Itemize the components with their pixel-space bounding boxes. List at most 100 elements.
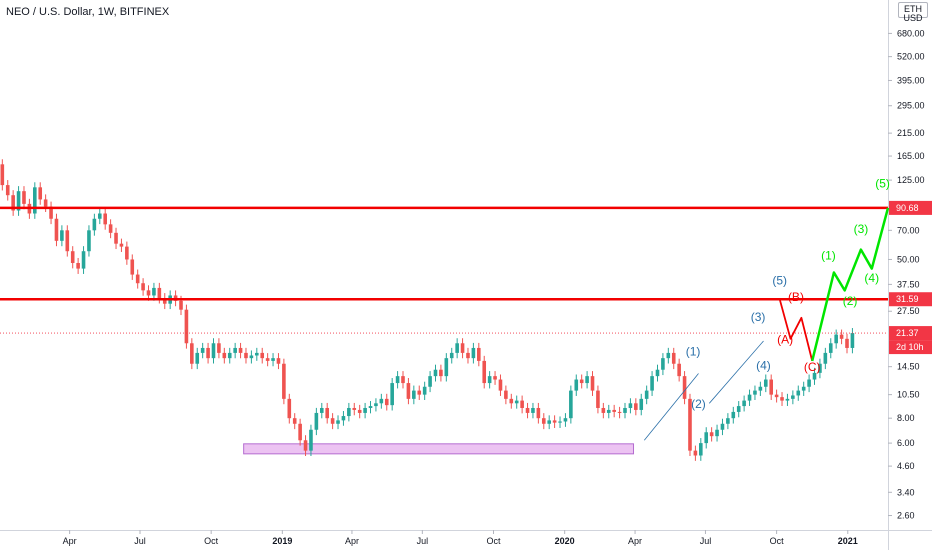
candle-body bbox=[487, 376, 492, 384]
wave-label-green: (1) bbox=[821, 248, 836, 262]
candle-body bbox=[374, 403, 378, 407]
y-tick-label: 14.50 bbox=[897, 362, 920, 372]
candle-body bbox=[211, 343, 216, 359]
x-tick-label: 2019 bbox=[272, 536, 292, 546]
candle-body bbox=[108, 224, 113, 233]
candle-body bbox=[731, 411, 736, 419]
candle-body bbox=[444, 358, 449, 377]
x-tick-label: Apr bbox=[628, 536, 642, 546]
x-tick-label: Jul bbox=[700, 536, 712, 546]
candle-body bbox=[412, 390, 416, 399]
wave-label-blue: (2) bbox=[691, 397, 706, 411]
candle-body bbox=[541, 418, 546, 424]
candle-body bbox=[103, 213, 107, 225]
candle-body bbox=[16, 191, 21, 211]
x-tick-label: 2021 bbox=[838, 536, 858, 546]
candle-body bbox=[769, 379, 773, 395]
y-tick-label: 10.50 bbox=[897, 390, 920, 400]
wave-label-blue: (5) bbox=[772, 273, 787, 287]
candle-body bbox=[531, 407, 535, 413]
candle-body bbox=[433, 369, 438, 377]
candle-body bbox=[390, 383, 394, 406]
candle-body bbox=[255, 352, 259, 356]
candle-body bbox=[471, 347, 476, 359]
currency-line-2: USD bbox=[903, 13, 923, 23]
y-tick-label: 125.00 bbox=[897, 175, 925, 185]
y-tick-label: 165.00 bbox=[897, 151, 925, 161]
currency-selector[interactable]: ETH USD bbox=[898, 2, 928, 23]
candle-body bbox=[233, 347, 237, 353]
candle-body bbox=[455, 343, 459, 353]
candle-body bbox=[5, 185, 10, 196]
candle-body bbox=[363, 407, 367, 413]
candle-body bbox=[715, 429, 719, 437]
y-tick-label: 520.00 bbox=[897, 52, 925, 62]
candle-body bbox=[807, 379, 811, 387]
level-price-tag-text: 31.59 bbox=[896, 294, 919, 304]
candle-body bbox=[801, 386, 806, 391]
candle-body bbox=[504, 390, 508, 399]
x-tick-label: Oct bbox=[204, 536, 219, 546]
candle-body bbox=[135, 274, 140, 284]
candle-body bbox=[43, 199, 48, 207]
candle-body bbox=[384, 398, 389, 406]
candle-body bbox=[828, 343, 833, 353]
candle-body bbox=[179, 300, 183, 310]
wave-line-green-path bbox=[810, 207, 890, 362]
candle-body bbox=[97, 213, 102, 219]
candle-body bbox=[298, 423, 302, 441]
candle-body bbox=[650, 376, 654, 391]
candle-body bbox=[688, 398, 692, 451]
y-tick-label: 50.00 bbox=[897, 254, 920, 264]
candle-body bbox=[282, 363, 286, 399]
candle-body bbox=[780, 397, 784, 401]
candle-body bbox=[38, 187, 43, 200]
candle-body bbox=[130, 259, 135, 275]
x-tick-label: 2020 bbox=[555, 536, 575, 546]
x-tick-label: Apr bbox=[63, 536, 77, 546]
candle-body bbox=[195, 352, 200, 364]
candle-body bbox=[498, 379, 503, 391]
candle-body bbox=[726, 418, 730, 424]
y-tick-label: 70.00 bbox=[897, 225, 920, 235]
candle-body bbox=[406, 383, 411, 399]
x-tick-label: Apr bbox=[345, 536, 359, 546]
candle-body bbox=[834, 334, 838, 344]
y-tick-label: 8.00 bbox=[897, 413, 915, 423]
y-tick-label: 3.40 bbox=[897, 487, 915, 497]
candle-body bbox=[146, 290, 151, 296]
candle-body bbox=[417, 390, 422, 395]
countdown-tag bbox=[889, 340, 932, 355]
candle-body bbox=[482, 360, 487, 384]
candles-group bbox=[0, 159, 855, 461]
wave-line-blue-trend-1 bbox=[643, 373, 699, 441]
candle-body bbox=[314, 412, 319, 430]
candle-body bbox=[736, 406, 741, 412]
candle-body bbox=[623, 407, 627, 413]
level-price-tag-text: 90.68 bbox=[896, 203, 919, 213]
candle-body bbox=[590, 376, 595, 391]
candle-body bbox=[0, 164, 5, 186]
candle-body bbox=[460, 343, 465, 353]
candle-body bbox=[547, 420, 551, 424]
candle-body bbox=[200, 347, 205, 353]
candle-body bbox=[525, 407, 530, 413]
candle-body bbox=[574, 379, 579, 391]
wave-label-green: (2) bbox=[843, 294, 858, 308]
candle-body bbox=[514, 400, 519, 404]
candle-body bbox=[141, 283, 145, 291]
candle-body bbox=[368, 406, 373, 408]
candle-body bbox=[753, 390, 757, 395]
candle-body bbox=[92, 218, 97, 231]
candle-body bbox=[791, 395, 795, 399]
level-price-tag bbox=[889, 200, 932, 215]
x-tick-label: Jul bbox=[417, 536, 429, 546]
level-price-tag bbox=[889, 292, 932, 307]
candle-body bbox=[709, 432, 714, 437]
candle-body bbox=[628, 403, 633, 408]
candle-body bbox=[260, 352, 265, 359]
candle-body bbox=[785, 398, 790, 401]
candle-body bbox=[763, 379, 768, 387]
candle-body bbox=[655, 369, 660, 377]
